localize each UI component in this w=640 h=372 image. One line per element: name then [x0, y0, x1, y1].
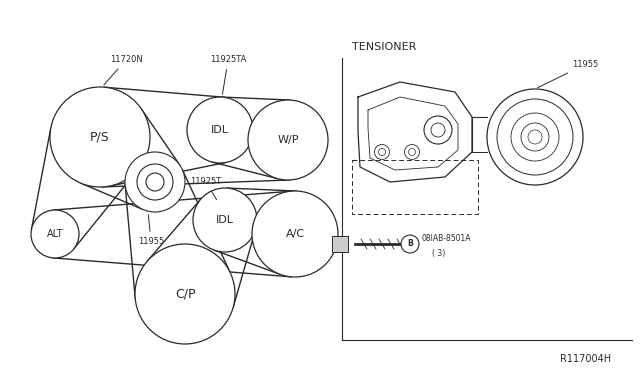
Text: C/P: C/P	[175, 288, 195, 301]
Circle shape	[187, 97, 253, 163]
Text: IDL: IDL	[211, 125, 229, 135]
Circle shape	[528, 130, 542, 144]
Text: 11955: 11955	[538, 60, 598, 88]
Text: IDL: IDL	[216, 215, 234, 225]
Circle shape	[31, 210, 79, 258]
Bar	[332, 236, 348, 252]
Circle shape	[193, 188, 257, 252]
Text: 11925TA: 11925TA	[210, 55, 246, 94]
Text: R117004H: R117004H	[560, 354, 611, 364]
Text: P/S: P/S	[90, 131, 110, 144]
Circle shape	[137, 164, 173, 200]
Circle shape	[146, 173, 164, 191]
Circle shape	[125, 152, 185, 212]
Circle shape	[50, 87, 150, 187]
Circle shape	[521, 123, 549, 151]
Circle shape	[424, 116, 452, 144]
Circle shape	[401, 235, 419, 253]
Circle shape	[252, 191, 338, 277]
Text: ( 3): ( 3)	[432, 249, 445, 258]
Text: W/P: W/P	[277, 135, 299, 145]
Text: A/C: A/C	[285, 229, 305, 239]
Text: ALT: ALT	[47, 229, 63, 239]
Circle shape	[248, 100, 328, 180]
Circle shape	[135, 244, 235, 344]
Text: 11720N: 11720N	[104, 55, 143, 85]
Text: TENSIONER: TENSIONER	[352, 42, 417, 52]
Circle shape	[511, 113, 559, 161]
Text: 11955: 11955	[138, 215, 164, 246]
Text: B: B	[407, 240, 413, 248]
Text: 11925T: 11925T	[190, 177, 221, 200]
Text: 08IAB-8501A: 08IAB-8501A	[422, 234, 472, 243]
